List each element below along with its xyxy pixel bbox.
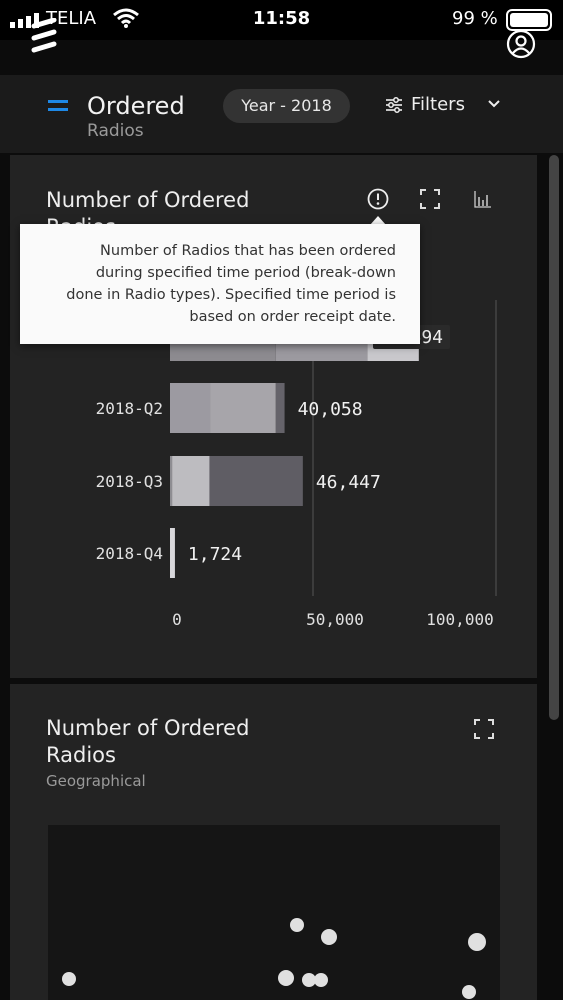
map-marker[interactable] xyxy=(314,973,328,987)
info-icon[interactable] xyxy=(366,187,390,211)
filters-label: Filters xyxy=(411,94,465,115)
value-label: 1,724 xyxy=(188,544,242,565)
map-marker[interactable] xyxy=(468,933,486,951)
page-title: Ordered xyxy=(87,92,185,120)
scrollbar[interactable] xyxy=(549,155,559,720)
signal-icon xyxy=(10,13,39,28)
category-label: 2018-Q3 xyxy=(96,472,163,491)
bar-segment xyxy=(275,383,285,433)
map-marker[interactable] xyxy=(462,985,476,999)
card-subtitle-geo: Geographical xyxy=(46,772,146,790)
map-marker[interactable] xyxy=(62,972,76,986)
card-title-geo: Number of Ordered Radios xyxy=(46,716,250,767)
x-tick-label: 100,000 xyxy=(426,610,493,629)
bar-segment xyxy=(170,383,211,433)
bar-segment xyxy=(210,383,276,433)
user-profile-icon[interactable] xyxy=(506,29,536,59)
battery-icon xyxy=(506,9,552,31)
value-label: 40,058 xyxy=(298,399,363,420)
page-subtitle: Radios xyxy=(87,121,144,141)
filters-button[interactable]: Filters xyxy=(385,94,500,115)
info-tooltip: Number of Radios that has been ordered d… xyxy=(20,224,420,344)
expand-icon[interactable] xyxy=(420,189,440,209)
value-label: 46,447 xyxy=(316,472,381,493)
menu-icon[interactable] xyxy=(48,100,68,116)
chevron-down-icon xyxy=(488,100,500,108)
map-marker[interactable] xyxy=(302,973,316,987)
tooltip-arrow xyxy=(370,216,386,225)
bar-segment xyxy=(170,456,173,506)
ericsson-logo xyxy=(31,18,57,53)
expand-icon[interactable] xyxy=(474,719,494,739)
carrier-name: TELIA xyxy=(46,8,97,29)
bar-segment xyxy=(172,456,210,506)
category-label: 2018-Q2 xyxy=(96,399,163,418)
clock: 11:58 xyxy=(252,8,311,29)
x-tick-label: 50,000 xyxy=(306,610,364,629)
year-filter-chip[interactable]: Year - 2018 xyxy=(223,89,350,123)
map-marker[interactable] xyxy=(278,970,294,986)
category-label: 2018-Q4 xyxy=(96,544,163,563)
map-marker[interactable] xyxy=(321,929,337,945)
x-tick-label: 0 xyxy=(172,610,182,629)
geo-map[interactable] xyxy=(48,825,500,1000)
battery-percentage: 99 % xyxy=(452,8,498,29)
status-bar: TELIA 11:58 99 % xyxy=(0,0,563,40)
bar-segment xyxy=(170,528,175,578)
map-marker[interactable] xyxy=(290,918,304,932)
bar-segment xyxy=(209,456,303,506)
wifi-icon xyxy=(113,8,139,28)
sliders-icon xyxy=(386,96,402,113)
bar-chart-icon[interactable] xyxy=(474,190,492,208)
